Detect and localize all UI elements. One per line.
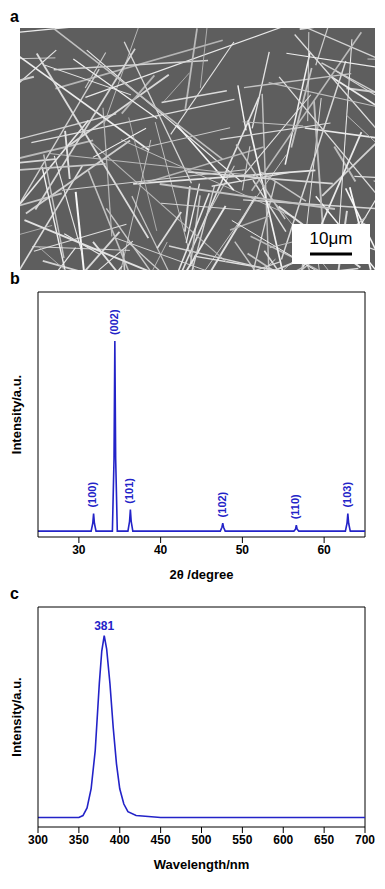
svg-text:(103): (103)	[341, 482, 353, 508]
svg-text:700: 700	[355, 833, 375, 847]
svg-text:450: 450	[151, 833, 171, 847]
svg-text:10μm: 10μm	[310, 229, 353, 248]
svg-text:Intensity/a.u.: Intensity/a.u.	[9, 375, 24, 454]
svg-text:600: 600	[273, 833, 293, 847]
svg-text:(102): (102)	[216, 491, 228, 517]
svg-text:Intensity/a.u.: Intensity/a.u.	[9, 677, 24, 756]
svg-text:(002): (002)	[108, 309, 120, 335]
svg-text:(101): (101)	[123, 478, 135, 504]
svg-text:350: 350	[69, 833, 89, 847]
svg-text:60: 60	[317, 543, 331, 557]
svg-text:2θ /degree: 2θ /degree	[169, 567, 233, 582]
svg-text:550: 550	[232, 833, 252, 847]
svg-text:30: 30	[72, 543, 86, 557]
svg-text:650: 650	[314, 833, 334, 847]
svg-text:500: 500	[191, 833, 211, 847]
svg-text:381: 381	[94, 619, 114, 633]
html-text:a: a	[10, 8, 19, 25]
svg-text:(110): (110)	[289, 494, 301, 519]
svg-text:Wavelength/nm: Wavelength/nm	[154, 857, 250, 872]
svg-text:400: 400	[110, 833, 130, 847]
svg-text:(100): (100)	[86, 482, 98, 508]
svg-text:300: 300	[28, 833, 48, 847]
svg-text:50: 50	[236, 543, 250, 557]
html-text:c: c	[10, 585, 19, 602]
svg-text:40: 40	[154, 543, 168, 557]
html-text:b: b	[10, 270, 20, 287]
